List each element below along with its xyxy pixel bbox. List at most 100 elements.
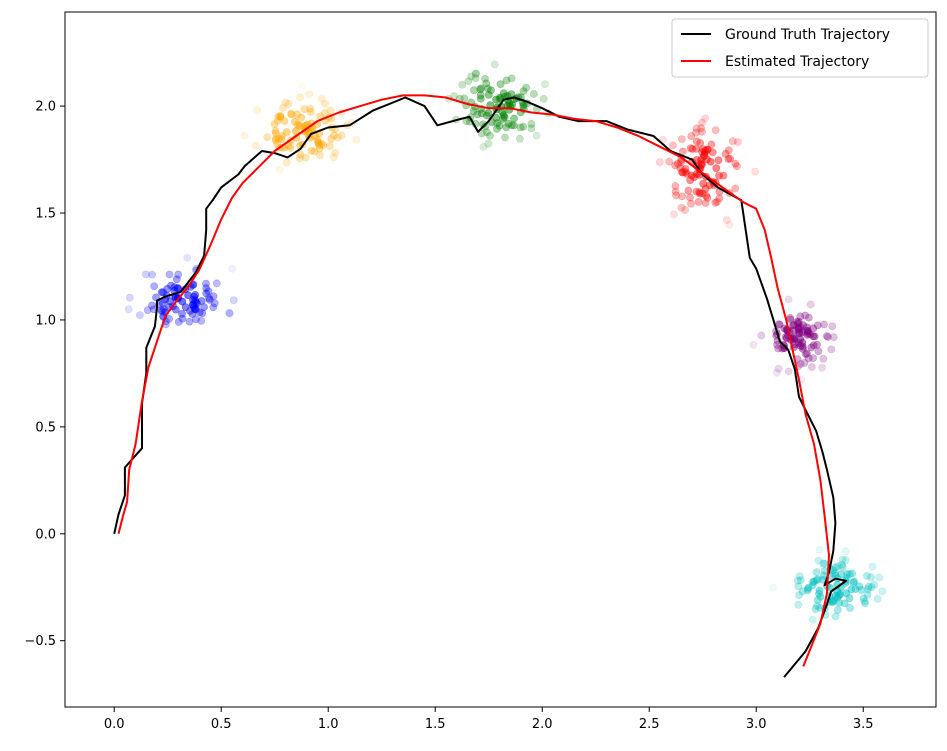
- cluster-3-point: [686, 144, 695, 153]
- cluster-3-point: [733, 162, 741, 171]
- cluster-2-point: [460, 94, 469, 103]
- cluster-3-point: [681, 167, 689, 176]
- cluster-3-point: [699, 145, 707, 154]
- cluster-3-point: [702, 191, 710, 200]
- cluster-4-point: [794, 317, 803, 326]
- cluster-2-point: [484, 91, 493, 99]
- cluster-4-point: [775, 320, 784, 329]
- cluster-0-point: [174, 270, 183, 279]
- cluster-3-point: [677, 203, 686, 212]
- cluster-1-point: [314, 138, 323, 147]
- cluster-3-point: [665, 157, 674, 166]
- cluster-5-point: [864, 582, 873, 591]
- cluster-2-point: [484, 109, 493, 117]
- cluster-3-point: [692, 170, 701, 178]
- cluster-2-point: [493, 119, 502, 127]
- cluster-1-point: [333, 133, 342, 142]
- cluster-4-point: [795, 328, 803, 337]
- cluster-2-point: [510, 121, 518, 130]
- cluster-0-point: [209, 303, 218, 312]
- cluster-5-point: [843, 570, 851, 578]
- cluster-3-point: [708, 148, 717, 157]
- cluster-0-point: [159, 288, 167, 297]
- cluster-5-point: [841, 556, 850, 565]
- cluster-3-point: [701, 148, 709, 157]
- cluster-5-point: [804, 583, 813, 592]
- estimated-line: [117, 94, 830, 667]
- cluster-3-point: [655, 158, 664, 166]
- cluster-5-point: [848, 569, 857, 578]
- cluster-1-point: [337, 131, 346, 140]
- cluster-3-point: [698, 127, 706, 136]
- cluster-3-point: [692, 124, 701, 133]
- cluster-5-point: [809, 578, 817, 586]
- cluster-1-point: [310, 147, 319, 156]
- cluster-2-point: [539, 95, 548, 103]
- cluster-0-point: [200, 303, 208, 311]
- cluster-0-point: [205, 295, 214, 304]
- cluster-4-point: [804, 354, 813, 363]
- cluster-1-point: [320, 109, 329, 117]
- cluster-1-point: [293, 110, 302, 119]
- cluster-4-point: [784, 295, 793, 304]
- cluster-4-point: [803, 349, 811, 358]
- cluster-5-point: [864, 585, 872, 594]
- cluster-1-point: [277, 135, 286, 143]
- cluster-5-point: [835, 598, 843, 607]
- cluster-0-point: [228, 264, 237, 273]
- cluster-5-point: [828, 598, 837, 607]
- cluster-4-point: [824, 333, 832, 341]
- cluster-2-point: [516, 134, 524, 143]
- cluster-5-point: [795, 591, 803, 599]
- cluster-3-point: [728, 137, 737, 146]
- cluster-1-point: [273, 117, 282, 125]
- cluster-5-point: [851, 585, 860, 593]
- cluster-5-point: [831, 612, 840, 621]
- cluster-0-point: [198, 309, 207, 318]
- cluster-3-point: [674, 159, 682, 168]
- cluster-1-point: [274, 134, 283, 143]
- cluster-3-point: [713, 197, 721, 206]
- cluster-3-point: [670, 210, 678, 219]
- cluster-1-point: [271, 129, 280, 138]
- cluster-0-point: [191, 305, 199, 314]
- x-tick-label: 3.5: [853, 717, 874, 732]
- cluster-1-point: [317, 139, 326, 148]
- cluster-3-point: [687, 132, 696, 140]
- cluster-1-point: [274, 113, 282, 121]
- cluster-5-point: [859, 594, 868, 603]
- cluster-5-point: [850, 577, 858, 586]
- cluster-3-point: [734, 138, 742, 146]
- cluster-2-point: [519, 87, 528, 95]
- cluster-3-point: [695, 188, 704, 197]
- cluster-1-point: [315, 141, 324, 150]
- x-tick-label: 2.5: [639, 717, 660, 732]
- cluster-3-point: [701, 184, 710, 193]
- cluster-2-point: [481, 122, 489, 131]
- cluster-4-point: [813, 321, 822, 330]
- cluster-5-point: [815, 545, 824, 554]
- cluster-3-point: [698, 118, 706, 127]
- cluster-5-point: [794, 582, 803, 591]
- cluster-4-point: [828, 322, 837, 331]
- y-tick-label: 1.0: [35, 313, 56, 328]
- cluster-1-point: [294, 121, 303, 129]
- cluster-1-point: [278, 132, 286, 140]
- cluster-0-point: [202, 284, 211, 292]
- cluster-4-point: [800, 358, 809, 367]
- cluster-2-point: [477, 129, 486, 138]
- x-tick-label: 2.0: [532, 717, 553, 732]
- cluster-3-point: [724, 146, 733, 155]
- cluster-3-point: [712, 164, 721, 173]
- cluster-5-point: [808, 615, 817, 624]
- cluster-5-point: [846, 604, 854, 612]
- cluster-0-point: [125, 293, 134, 302]
- legend-label-ground-truth: Ground Truth Trajectory: [725, 27, 890, 43]
- cluster-5-point: [873, 595, 882, 603]
- cluster-1-point: [284, 100, 293, 108]
- cluster-5-point: [812, 568, 821, 576]
- cluster-3-point: [688, 145, 697, 153]
- cluster-3-point: [669, 141, 677, 150]
- cluster-1-point: [286, 143, 295, 152]
- cluster-1-point: [326, 106, 335, 115]
